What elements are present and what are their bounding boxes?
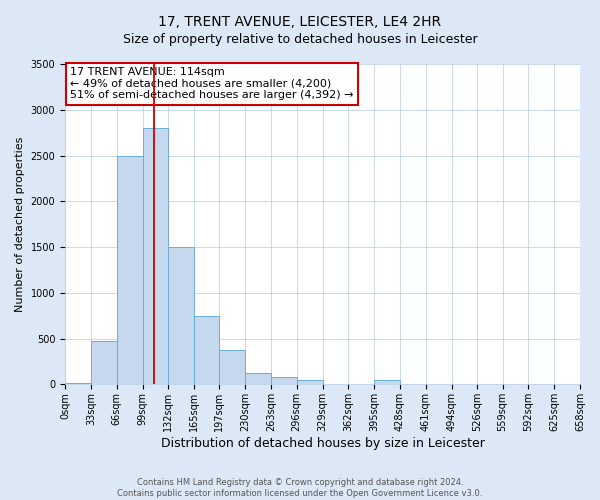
Y-axis label: Number of detached properties: Number of detached properties: [15, 136, 25, 312]
Bar: [143, 128, 169, 384]
Text: Contains HM Land Registry data © Crown copyright and database right 2024.
Contai: Contains HM Land Registry data © Crown c…: [118, 478, 482, 498]
Bar: [116, 156, 143, 384]
Text: 17 TRENT AVENUE: 114sqm
← 49% of detached houses are smaller (4,200)
51% of semi: 17 TRENT AVENUE: 114sqm ← 49% of detache…: [70, 67, 353, 100]
Bar: [245, 372, 271, 384]
Text: Size of property relative to detached houses in Leicester: Size of property relative to detached ho…: [122, 32, 478, 46]
Bar: [194, 316, 219, 384]
Bar: [219, 350, 245, 384]
Bar: [374, 380, 400, 384]
Bar: [296, 380, 323, 384]
Bar: [65, 382, 91, 384]
Bar: [169, 247, 194, 384]
X-axis label: Distribution of detached houses by size in Leicester: Distribution of detached houses by size …: [161, 437, 484, 450]
Bar: [271, 377, 296, 384]
Text: 17, TRENT AVENUE, LEICESTER, LE4 2HR: 17, TRENT AVENUE, LEICESTER, LE4 2HR: [158, 15, 442, 29]
Bar: [91, 342, 116, 384]
